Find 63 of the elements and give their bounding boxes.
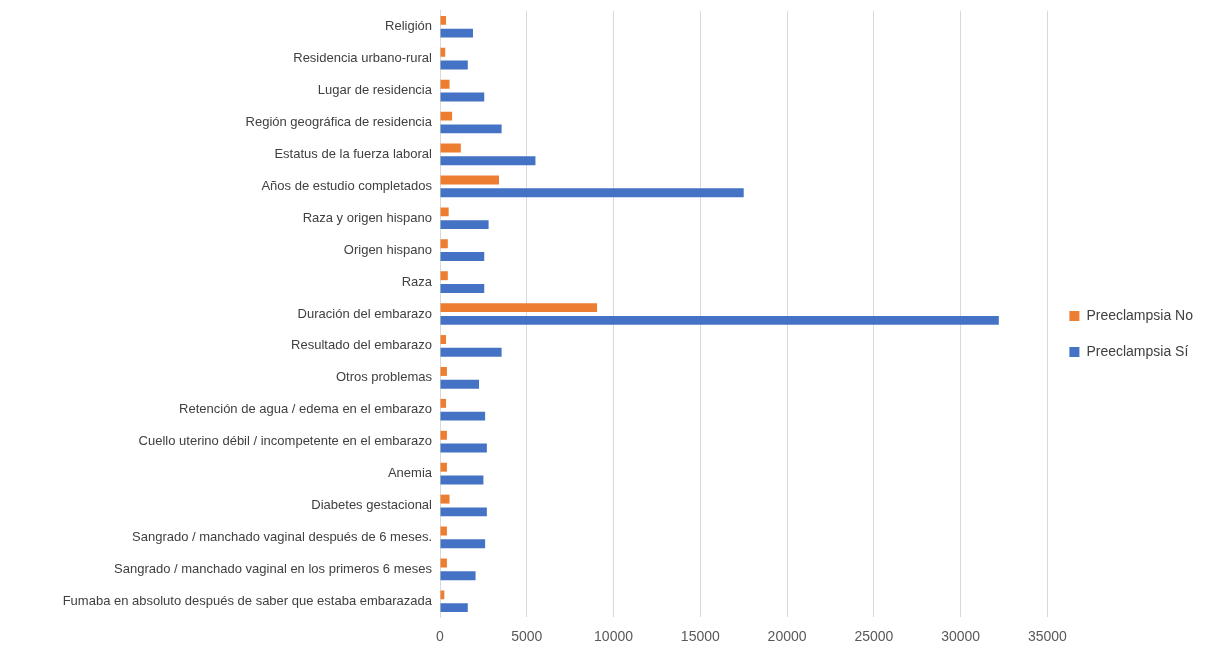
bar	[440, 207, 449, 217]
bar	[440, 271, 448, 281]
bar	[440, 411, 486, 421]
bar	[440, 124, 502, 134]
y-tick-label: Retención de agua / edema en el embarazo	[179, 401, 432, 417]
bar	[440, 335, 447, 344]
bar	[440, 603, 468, 613]
bar	[440, 558, 447, 568]
y-tick-label: Sangrado / manchado vaginal después de 6 meses.	[132, 528, 432, 544]
bar	[440, 430, 447, 440]
bar	[440, 143, 461, 153]
bar	[440, 443, 487, 453]
y-tick-label: Residencia urbano-rural	[293, 50, 433, 66]
bar	[440, 111, 453, 121]
legend-label: Preeclampsia Sí	[1086, 342, 1189, 359]
bar	[440, 28, 473, 38]
bar	[440, 379, 480, 389]
bar	[440, 252, 485, 262]
y-tick-label: Años de estudio completados	[261, 177, 433, 193]
bar	[440, 539, 486, 549]
bar	[440, 507, 487, 517]
x-tick-label: 5000	[511, 628, 543, 645]
bar	[440, 284, 485, 293]
bar	[440, 366, 447, 376]
x-tick-label: 25000	[854, 628, 894, 645]
y-tick-label: Fumaba en absoluto después de saber que estaba embarazada	[62, 592, 433, 608]
bar	[440, 571, 476, 581]
y-tick-label: Lugar de residencia	[317, 82, 433, 98]
y-tick-label: Origen hispano	[343, 241, 432, 257]
legend-label: Preeclampsia No	[1086, 306, 1194, 323]
x-tick-label: 20000	[767, 628, 807, 645]
y-tick-label: Anemia	[387, 465, 433, 481]
bar	[440, 239, 448, 249]
bar	[440, 494, 450, 504]
y-tick-label: Estatus de la fuerza laboral	[274, 146, 433, 161]
bar	[440, 475, 484, 485]
bar	[440, 347, 502, 357]
x-tick-label: 30000	[941, 628, 981, 645]
bar	[440, 315, 999, 325]
bar	[440, 220, 489, 230]
y-tick-label: Religión	[385, 18, 432, 34]
x-tick-label: 0	[436, 628, 445, 645]
bar	[440, 188, 744, 198]
y-tick-label: Sangrado / manchado vaginal en los primeros 6 meses	[114, 560, 433, 576]
y-tick-label: Resultado del embarazo	[291, 337, 432, 353]
bar	[440, 15, 447, 25]
bar	[440, 462, 447, 472]
bar	[440, 60, 468, 70]
y-tick-label: Cuello uterino débil / incompetente en el embarazo	[138, 433, 432, 449]
y-tick-label: Duración del embarazo	[297, 305, 432, 321]
bar	[440, 79, 450, 89]
bar	[440, 303, 598, 313]
y-tick-label: Raza	[401, 273, 433, 289]
y-tick-label: Región geográfica de residencia	[245, 114, 433, 130]
bar	[440, 156, 536, 166]
y-tick-label: Diabetes gestacional	[311, 497, 433, 513]
bar	[440, 398, 447, 408]
bar	[440, 175, 500, 185]
y-tick-label: Otros problemas	[335, 369, 433, 385]
x-tick-label: 15000	[680, 628, 720, 645]
y-tick-label: Raza y origen hispano	[302, 209, 432, 225]
x-tick-label: 35000	[1027, 628, 1068, 645]
x-tick-label: 10000	[594, 628, 634, 645]
